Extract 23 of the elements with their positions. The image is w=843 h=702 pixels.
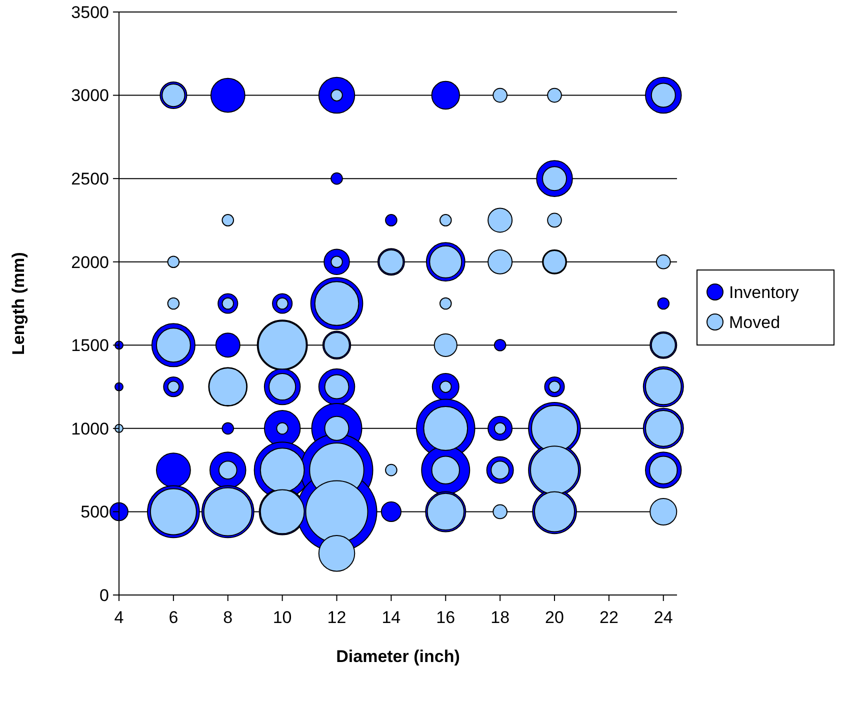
- y-tick-label: 1000: [71, 419, 109, 438]
- x-tick-label: 8: [223, 608, 233, 627]
- y-tick-label: 500: [80, 502, 109, 522]
- x-tick-label: 18: [490, 608, 510, 627]
- y-tick-label: 0: [100, 586, 109, 605]
- y-tick-label: 1500: [71, 336, 109, 356]
- x-tick-label: 12: [327, 608, 346, 627]
- x-tick-label: 14: [382, 608, 401, 627]
- x-axis-title: Diameter (inch): [336, 647, 460, 666]
- y-tick-label: 2000: [71, 252, 109, 272]
- x-tick-label: 22: [599, 608, 618, 627]
- legend-label: Moved: [729, 312, 780, 332]
- x-tick-label: 4: [114, 608, 124, 627]
- legend-label: Inventory: [729, 282, 800, 302]
- x-tick-label: 10: [272, 608, 292, 627]
- x-tick-label: 16: [436, 608, 456, 627]
- y-tick-label: 3500: [71, 2, 109, 22]
- x-tick-label: 24: [654, 608, 673, 627]
- y-tick-label: 2500: [71, 170, 109, 189]
- x-tick-label: 20: [545, 608, 564, 627]
- y-tick-label: 3000: [71, 86, 109, 106]
- x-tick-label: 6: [168, 608, 178, 627]
- y-axis-title: Length (mm): [9, 252, 28, 355]
